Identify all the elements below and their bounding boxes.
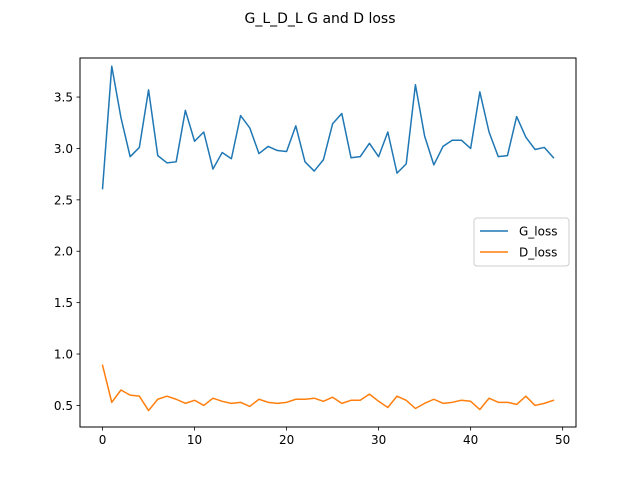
legend-label: D_loss [519,246,557,260]
legend-label: G_loss [519,225,557,239]
y-tick-label: 1.0 [54,348,73,362]
series-lines [101,65,555,412]
y-tick-label: 2.0 [54,245,73,259]
x-tick-label: 40 [463,433,478,447]
x-tick-label: 0 [99,433,107,447]
y-tick-label: 1.5 [54,296,73,310]
y-tick-label: 3.5 [54,91,73,105]
series-line-g-loss [101,65,555,190]
axis-ticks: 0 10 20 30 40 50 0.5 1.0 1.5 2.0 2.5 3.0 3.5 [54,91,570,447]
x-tick-label: 10 [187,433,202,447]
y-tick-label: 0.5 [54,399,73,413]
legend-box [473,217,570,267]
series-line-d-loss [101,364,555,412]
plot-frame [79,57,577,428]
y-tick-label: 2.5 [54,193,73,207]
x-tick-label: 50 [555,433,570,447]
y-tick-label: 3.0 [54,142,73,156]
chart-title: G_L_D_L G and D loss [244,11,395,27]
x-tick-label: 20 [279,433,294,447]
x-tick-label: 30 [371,433,386,447]
legend: G_loss D_loss [473,217,570,267]
